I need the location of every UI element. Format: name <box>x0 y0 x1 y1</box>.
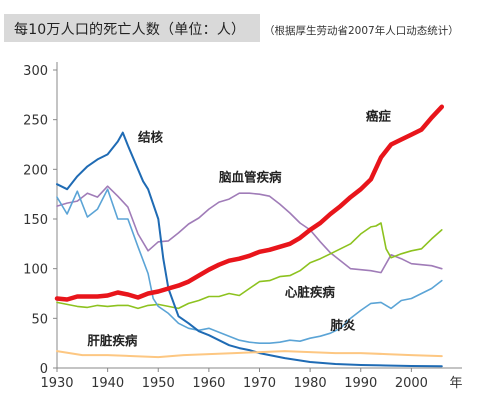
y-tick-label: 150 <box>23 213 48 228</box>
series-line-肺炎 <box>56 188 443 345</box>
series-label: 脑血管疾病 <box>218 169 282 184</box>
x-tick-label: 1980 <box>294 376 327 391</box>
y-tick-label: 200 <box>23 163 48 178</box>
series-line-脑血管疾病 <box>56 185 443 274</box>
series-label: 癌症 <box>366 109 392 124</box>
y-tick-label: 300 <box>23 64 48 79</box>
chart-title: 每10万人口的死亡人数（单位：人） <box>14 22 246 38</box>
x-tick-label: 2000 <box>395 376 428 391</box>
x-tick-label: 1960 <box>192 376 225 391</box>
series-label: 结核 <box>138 130 164 145</box>
title-background <box>4 14 260 42</box>
x-tick-label: 1970 <box>243 376 276 391</box>
series-layer <box>54 104 445 368</box>
series-label: 心脏疾病 <box>285 284 336 299</box>
series-line-癌症 <box>54 104 445 302</box>
x-tick-label: 1940 <box>91 376 124 391</box>
x-tick-label: 1950 <box>142 376 175 391</box>
y-tick-label: 250 <box>23 114 48 129</box>
tick-labels: 0 50 100 150 200 250 300 1930 1940 1950 1960 1970 19… <box>23 64 462 391</box>
series-line-心脏疾病 <box>56 222 443 310</box>
series-line-结核 <box>56 131 443 368</box>
y-tick-label: 0 <box>40 362 48 377</box>
x-axis-unit-label: 年 <box>449 376 462 391</box>
series-line-肝脏疾病 <box>56 350 443 359</box>
y-tick-label: 50 <box>31 312 48 327</box>
series-label: 肝脏疾病 <box>87 333 138 348</box>
x-tick-label: 1990 <box>344 376 377 391</box>
series-label: 肺炎 <box>330 317 356 332</box>
axes <box>53 62 462 372</box>
x-tick-label: 1930 <box>40 376 73 391</box>
chart-subtitle: （根据厚生劳动省2007年人口动态统计） <box>264 25 459 37</box>
y-tick-label: 100 <box>23 263 48 278</box>
